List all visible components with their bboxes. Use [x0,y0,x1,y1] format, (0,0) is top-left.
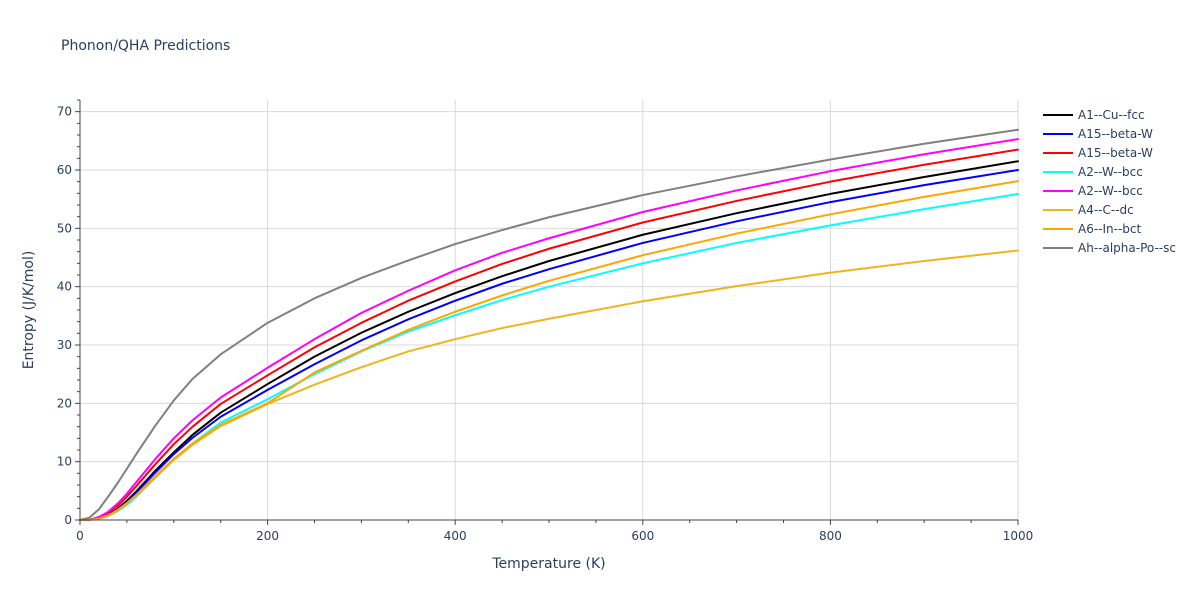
x-tick-label: 0 [76,529,84,543]
y-tick-label: 40 [57,280,72,294]
y-tick-label: 50 [57,221,72,235]
x-axis-title: Temperature (K) [491,556,605,572]
legend-item-1[interactable]: A15--beta-W [1043,127,1153,141]
series-line-0 [79,160,1019,521]
x-tick-label: 400 [444,529,467,543]
legend-item-0[interactable]: A1--Cu--fcc [1043,108,1145,122]
legend-label: A1--Cu--fcc [1078,108,1145,122]
legend-item-7[interactable]: Ah--alpha-Po--sc [1043,241,1176,255]
legend-label: A2--W--bcc [1078,184,1143,198]
legend-label: A15--beta-W [1078,127,1153,141]
x-tick-label: 200 [256,529,279,543]
legend-label: Ah--alpha-Po--sc [1078,241,1176,255]
legend-item-4[interactable]: A2--W--bcc [1043,184,1143,198]
x-tick-label: 600 [631,529,654,543]
series-line-2 [79,148,1019,521]
legend-item-3[interactable]: A2--W--bcc [1043,165,1143,179]
legend-label: A2--W--bcc [1078,165,1143,179]
y-axis-title: Entropy (J/K/mol) [21,251,37,370]
legend-item-5[interactable]: A4--C--dc [1043,203,1134,217]
series-line-4 [79,138,1019,521]
y-tick-label: 70 [57,105,72,119]
legend[interactable]: A1--Cu--fcc A15--beta-W A15--beta-W A2--W--… [1043,108,1176,255]
y-tick-label: 10 [57,455,72,469]
legend-label: A4--C--dc [1078,203,1134,217]
x-tick-label: 800 [819,529,842,543]
y-tick-label: 20 [57,396,72,410]
series-line-3 [79,192,1019,521]
series-line-5 [79,249,1019,521]
y-tick-label: 0 [64,513,72,527]
legend-label: A15--beta-W [1078,146,1153,160]
chart-title: Phonon/QHA Predictions [61,38,230,54]
series-line-7 [79,128,1019,521]
series-line-6 [79,180,1019,521]
legend-item-6[interactable]: A6--In--bct [1043,222,1142,236]
x-tick-label: 1000 [1003,529,1034,543]
y-tick-label: 30 [57,338,72,352]
axes: 0 200 400 600 800 1000 0 10 20 30 40 50 60 70 [57,99,1034,543]
y-tick-label: 60 [57,163,72,177]
series-lines [79,128,1019,521]
legend-label: A6--In--bct [1078,222,1142,236]
legend-item-2[interactable]: A15--beta-W [1043,146,1153,160]
